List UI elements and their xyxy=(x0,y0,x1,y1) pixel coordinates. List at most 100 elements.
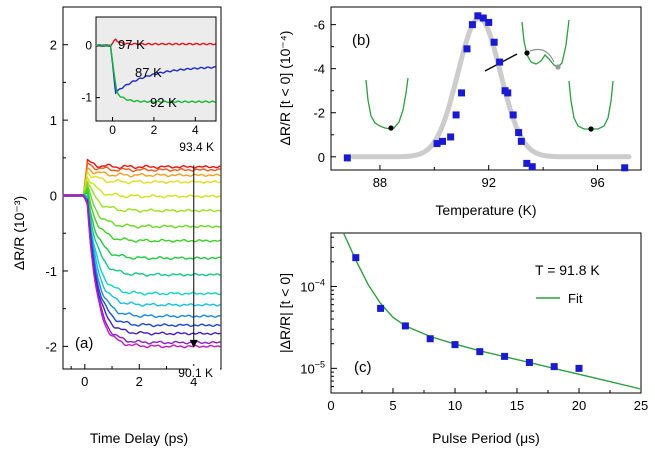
state-dot-final xyxy=(555,64,561,70)
y-tick-exponent: −5 xyxy=(315,359,325,369)
legend-fit-label: Fit xyxy=(568,291,583,306)
x-axis-label: Pulse Period (μs) xyxy=(432,430,540,446)
y-tick-label: 0 xyxy=(318,150,325,165)
inset-y-tick-label: 0 xyxy=(85,39,92,53)
temperature-annotation: T = 91.8 K xyxy=(535,262,600,278)
data-point xyxy=(550,363,558,371)
x-tick-label: 10 xyxy=(448,398,462,413)
data-point xyxy=(451,341,459,349)
panel-label: (b) xyxy=(352,32,370,49)
inset-series-line xyxy=(95,38,216,48)
data-point xyxy=(476,348,484,356)
x-tick-label: 15 xyxy=(510,398,524,413)
inset-x-tick-label: 4 xyxy=(192,123,199,137)
y-axis-label: |ΔR/R| [t < 0] xyxy=(277,273,293,353)
plot-frame xyxy=(330,232,642,394)
x-tick-label: 96 xyxy=(590,175,604,190)
x-axis-label: Temperature (K) xyxy=(435,202,536,218)
bottom-temperature-label: 90.1 K xyxy=(178,366,213,380)
series-line xyxy=(62,194,221,345)
y-tick-label: -1 xyxy=(45,264,57,279)
data-point xyxy=(343,154,351,162)
data-point xyxy=(517,137,525,145)
data-point xyxy=(504,89,512,97)
y-tick-base: 10 xyxy=(300,361,314,376)
y-tick-label: 10−5 xyxy=(300,359,325,376)
y-tick-exponent: −4 xyxy=(315,277,325,287)
data-point xyxy=(468,21,476,29)
data-point xyxy=(463,45,471,53)
series-line xyxy=(62,194,221,277)
inset-x-tick-label: 0 xyxy=(109,123,116,137)
x-tick-label: 5 xyxy=(389,398,396,413)
series-line xyxy=(62,194,221,328)
data-point xyxy=(523,159,531,167)
data-point xyxy=(496,58,504,66)
inset-series-line xyxy=(96,44,216,104)
x-tick-label: 4 xyxy=(190,374,197,389)
x-tick-label: 92 xyxy=(481,175,495,190)
state-dot xyxy=(588,126,594,132)
plot-frame xyxy=(330,6,642,171)
data-point xyxy=(485,18,493,26)
y-tick-label: 1 xyxy=(50,113,57,128)
data-point xyxy=(575,364,583,372)
data-point xyxy=(426,335,434,343)
data-point xyxy=(352,254,360,262)
potential-well-left xyxy=(365,77,409,130)
y-tick-label: -6 xyxy=(313,18,325,33)
x-tick-label: 88 xyxy=(373,175,387,190)
inset-y-tick-label: -1 xyxy=(81,91,92,105)
panel-a: 0 2 4 -2 -1 0 1 2 Time Delay (ps) ΔR/R (10⁻³) (a) 9… xyxy=(11,6,222,446)
y-tick-label: 2 xyxy=(50,38,57,53)
inset-series-line xyxy=(95,44,216,95)
y-tick-label: 0 xyxy=(50,189,57,204)
potential-well-double xyxy=(521,19,570,68)
fit-curve xyxy=(350,15,632,160)
potential-well-right xyxy=(568,80,614,130)
panel-label: (c) xyxy=(354,359,372,376)
series-line xyxy=(62,194,221,336)
data-point xyxy=(447,133,455,141)
label-background xyxy=(188,366,220,378)
data-point xyxy=(479,14,487,22)
data-point xyxy=(452,111,460,119)
series-line xyxy=(62,194,221,296)
state-dot xyxy=(388,125,394,131)
y-tick-base: 10 xyxy=(300,279,314,294)
data-point xyxy=(528,163,536,171)
data-point xyxy=(490,38,498,46)
fit-curve xyxy=(342,232,642,390)
x-tick-label: 0 xyxy=(327,398,334,413)
transition-arrow xyxy=(529,48,555,63)
y-axis-label: ΔR/R (10⁻³) xyxy=(11,196,27,270)
x-tick-label: 20 xyxy=(572,398,586,413)
x-tick-label: 2 xyxy=(136,374,143,389)
x-tick-label: 25 xyxy=(634,398,648,413)
data-point xyxy=(377,304,385,312)
plot-frame xyxy=(62,6,222,370)
data-point xyxy=(501,352,509,360)
y-axis-label: ΔR/R [t < 0] (10⁻⁴) xyxy=(277,31,293,146)
inset-series-label: 97 K xyxy=(118,37,145,52)
y-tick-label: -2 xyxy=(45,339,57,354)
label-background xyxy=(188,140,220,152)
data-point xyxy=(458,89,466,97)
y-tick-label: -2 xyxy=(313,106,325,121)
state-dot xyxy=(524,50,530,56)
inset-x-tick-label: 2 xyxy=(151,123,158,137)
x-axis-label: Time Delay (ps) xyxy=(90,430,188,446)
panel-b: 88 92 96 0 -2 -4 -6 Temperature (K) ΔR/R [t < 0]… xyxy=(277,6,642,218)
data-point xyxy=(525,358,533,366)
y-tick-label: 10−4 xyxy=(300,277,325,294)
data-point xyxy=(515,129,523,137)
y-tick-label: -4 xyxy=(313,62,325,77)
inset-series-label: 92 K xyxy=(150,95,177,110)
top-temperature-label: 93.4 K xyxy=(179,140,214,154)
x-tick-label: 0 xyxy=(81,374,88,389)
data-point xyxy=(474,12,482,20)
panel-label: (a) xyxy=(75,335,93,352)
data-point xyxy=(621,164,629,172)
